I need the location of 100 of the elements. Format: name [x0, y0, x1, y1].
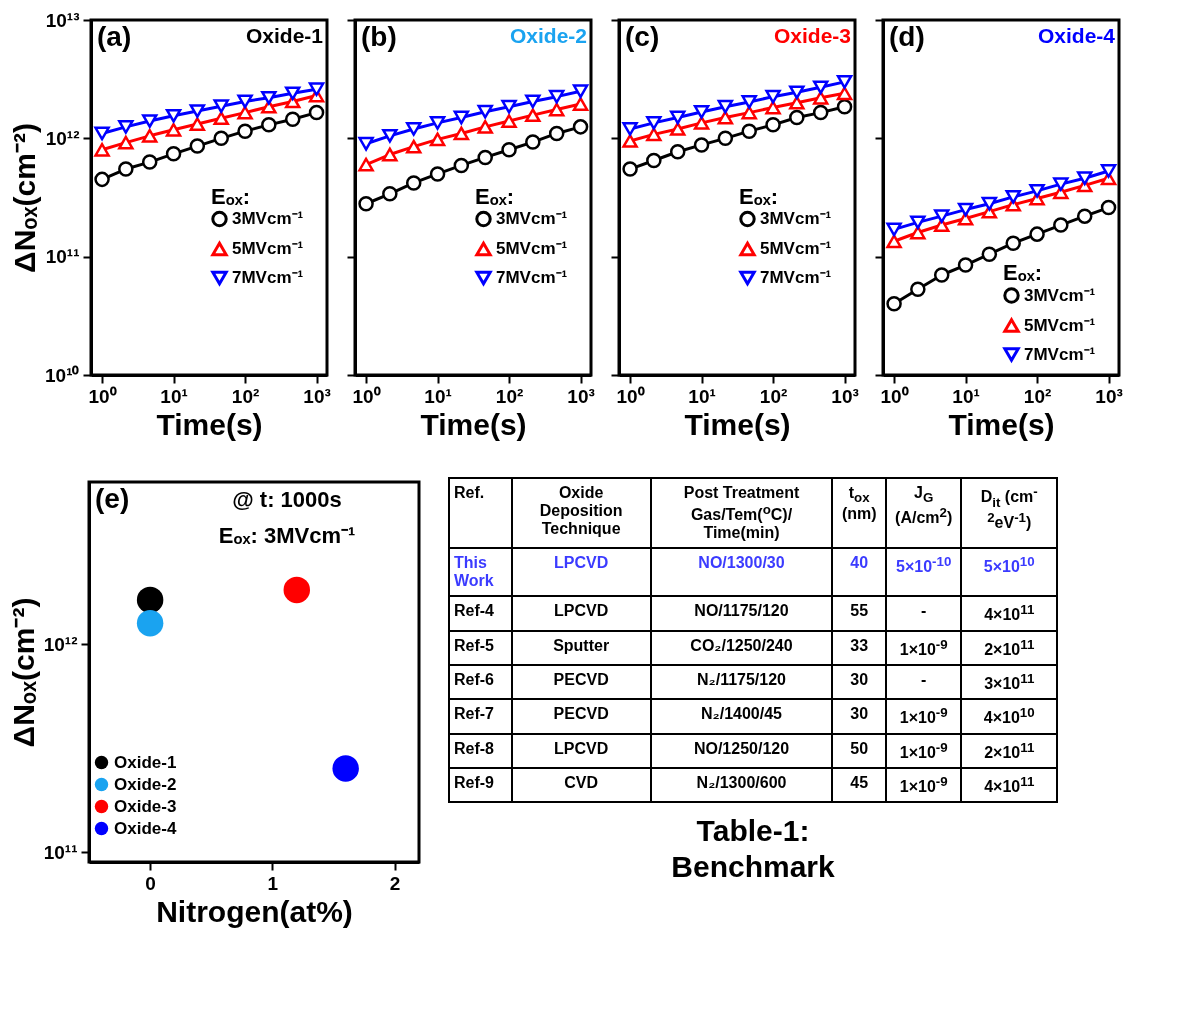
- point: [358, 196, 374, 212]
- legend-label: Oxide-3: [114, 796, 177, 816]
- chart-title: Oxide-3: [773, 24, 851, 47]
- point: [189, 138, 206, 154]
- point: [1005, 189, 1021, 204]
- point: [213, 111, 229, 126]
- legend-label: 7MVcm⁻¹: [1024, 344, 1096, 364]
- point: [189, 117, 206, 131]
- category-label: J$_{G}$ (A/cm$^{2}$): [885, 478, 962, 549]
- point: [548, 102, 565, 117]
- point: [141, 154, 158, 170]
- point: [332, 755, 359, 782]
- point: [501, 142, 517, 158]
- point: [789, 95, 805, 110]
- y-tick-label: 10¹²: [43, 633, 78, 655]
- x-tick-label: 10⁰: [352, 385, 381, 407]
- point: [646, 152, 662, 169]
- legend-title: Eₒₓ:: [211, 183, 251, 209]
- point: [548, 89, 565, 104]
- point: [765, 89, 781, 104]
- point: [284, 86, 301, 101]
- point: [237, 123, 253, 139]
- point: [886, 296, 902, 312]
- x-axis-title: Time(s): [684, 407, 791, 441]
- text: 30: [850, 705, 869, 723]
- text: 40: [850, 554, 869, 572]
- text: 1×10$^{-9}$: [899, 636, 948, 658]
- legend-label: 5MVcm⁻¹: [232, 239, 304, 259]
- point: [525, 134, 541, 150]
- annotation: @ t: 1000s: [232, 487, 342, 512]
- point: [765, 100, 781, 115]
- annotation: (a): [97, 21, 132, 52]
- chart-title: Oxide-2: [509, 24, 587, 47]
- point: [525, 94, 541, 109]
- y-tick-label: 10¹⁰: [45, 364, 80, 386]
- point: [213, 130, 229, 147]
- point: [693, 105, 710, 119]
- point: [789, 85, 805, 100]
- text: CVD: [564, 773, 599, 791]
- point: [669, 110, 686, 125]
- point: [957, 257, 974, 273]
- point: [717, 99, 734, 114]
- point: [572, 97, 589, 111]
- legend-label: 7MVcm⁻¹: [496, 268, 568, 288]
- point: [1005, 235, 1021, 251]
- x-tick-label: 10⁰: [88, 385, 117, 407]
- x-tick-label: 10⁰: [880, 385, 909, 407]
- point: [525, 108, 541, 123]
- legend-label: Oxide-4: [114, 818, 177, 838]
- point: [981, 246, 998, 262]
- y-tick-label: 10¹²: [45, 127, 80, 149]
- point: [477, 104, 493, 119]
- point: [477, 119, 493, 134]
- point: [261, 117, 277, 133]
- point: [405, 175, 422, 191]
- x-tick-label: 10³: [831, 385, 859, 407]
- y-tick-label: 10¹³: [45, 9, 80, 31]
- point: [237, 94, 253, 109]
- text: 2×10$^{11}$: [984, 636, 1035, 658]
- point: [741, 105, 757, 120]
- x-tick-label: 10¹: [424, 385, 452, 407]
- legend-title: Eₒₓ:: [739, 183, 779, 209]
- text: N₂/1400/45: [701, 705, 782, 723]
- point: [1100, 164, 1117, 178]
- annotation: (e): [95, 483, 130, 514]
- point: [646, 127, 662, 142]
- x-axis-title: Time(s): [948, 407, 1055, 441]
- point: [548, 125, 565, 142]
- text: This Work: [454, 554, 494, 590]
- text: PECVD: [553, 705, 609, 723]
- category-label: Post Treatment Gas/Tem($^{o}$C)/ Time(min): [650, 478, 833, 549]
- point: [765, 117, 781, 133]
- text: Ref-8: [454, 739, 495, 757]
- point: [189, 104, 206, 118]
- text: 3×10$^{11}$: [984, 670, 1035, 693]
- legend-label: 7MVcm⁻¹: [232, 268, 304, 288]
- legend-title: Eₒₓ:: [1003, 260, 1043, 285]
- point: [789, 109, 805, 126]
- legend-label: 7MVcm⁻¹: [760, 268, 832, 288]
- x-tick-label: 10²: [759, 385, 788, 407]
- text: 30: [850, 670, 869, 688]
- point: [429, 166, 446, 182]
- category-label: t$_{ox}$ (nm): [832, 478, 886, 549]
- point: [94, 126, 110, 141]
- point: [693, 137, 710, 153]
- point: [136, 610, 164, 637]
- x-tick-label: 10³: [303, 385, 331, 407]
- point: [118, 161, 134, 177]
- point: [477, 149, 493, 166]
- point: [358, 136, 374, 151]
- point: [646, 116, 662, 130]
- point: [669, 122, 686, 136]
- point: [1053, 177, 1069, 192]
- text: Table-1: Benchmark: [670, 813, 836, 886]
- point: [910, 281, 926, 298]
- point: [165, 122, 182, 137]
- category-label: Oxide Deposition Technique: [511, 478, 651, 549]
- point: [622, 134, 638, 148]
- text: 4×10$^{10}$: [983, 705, 1035, 727]
- x-tick-label: 1: [267, 872, 279, 894]
